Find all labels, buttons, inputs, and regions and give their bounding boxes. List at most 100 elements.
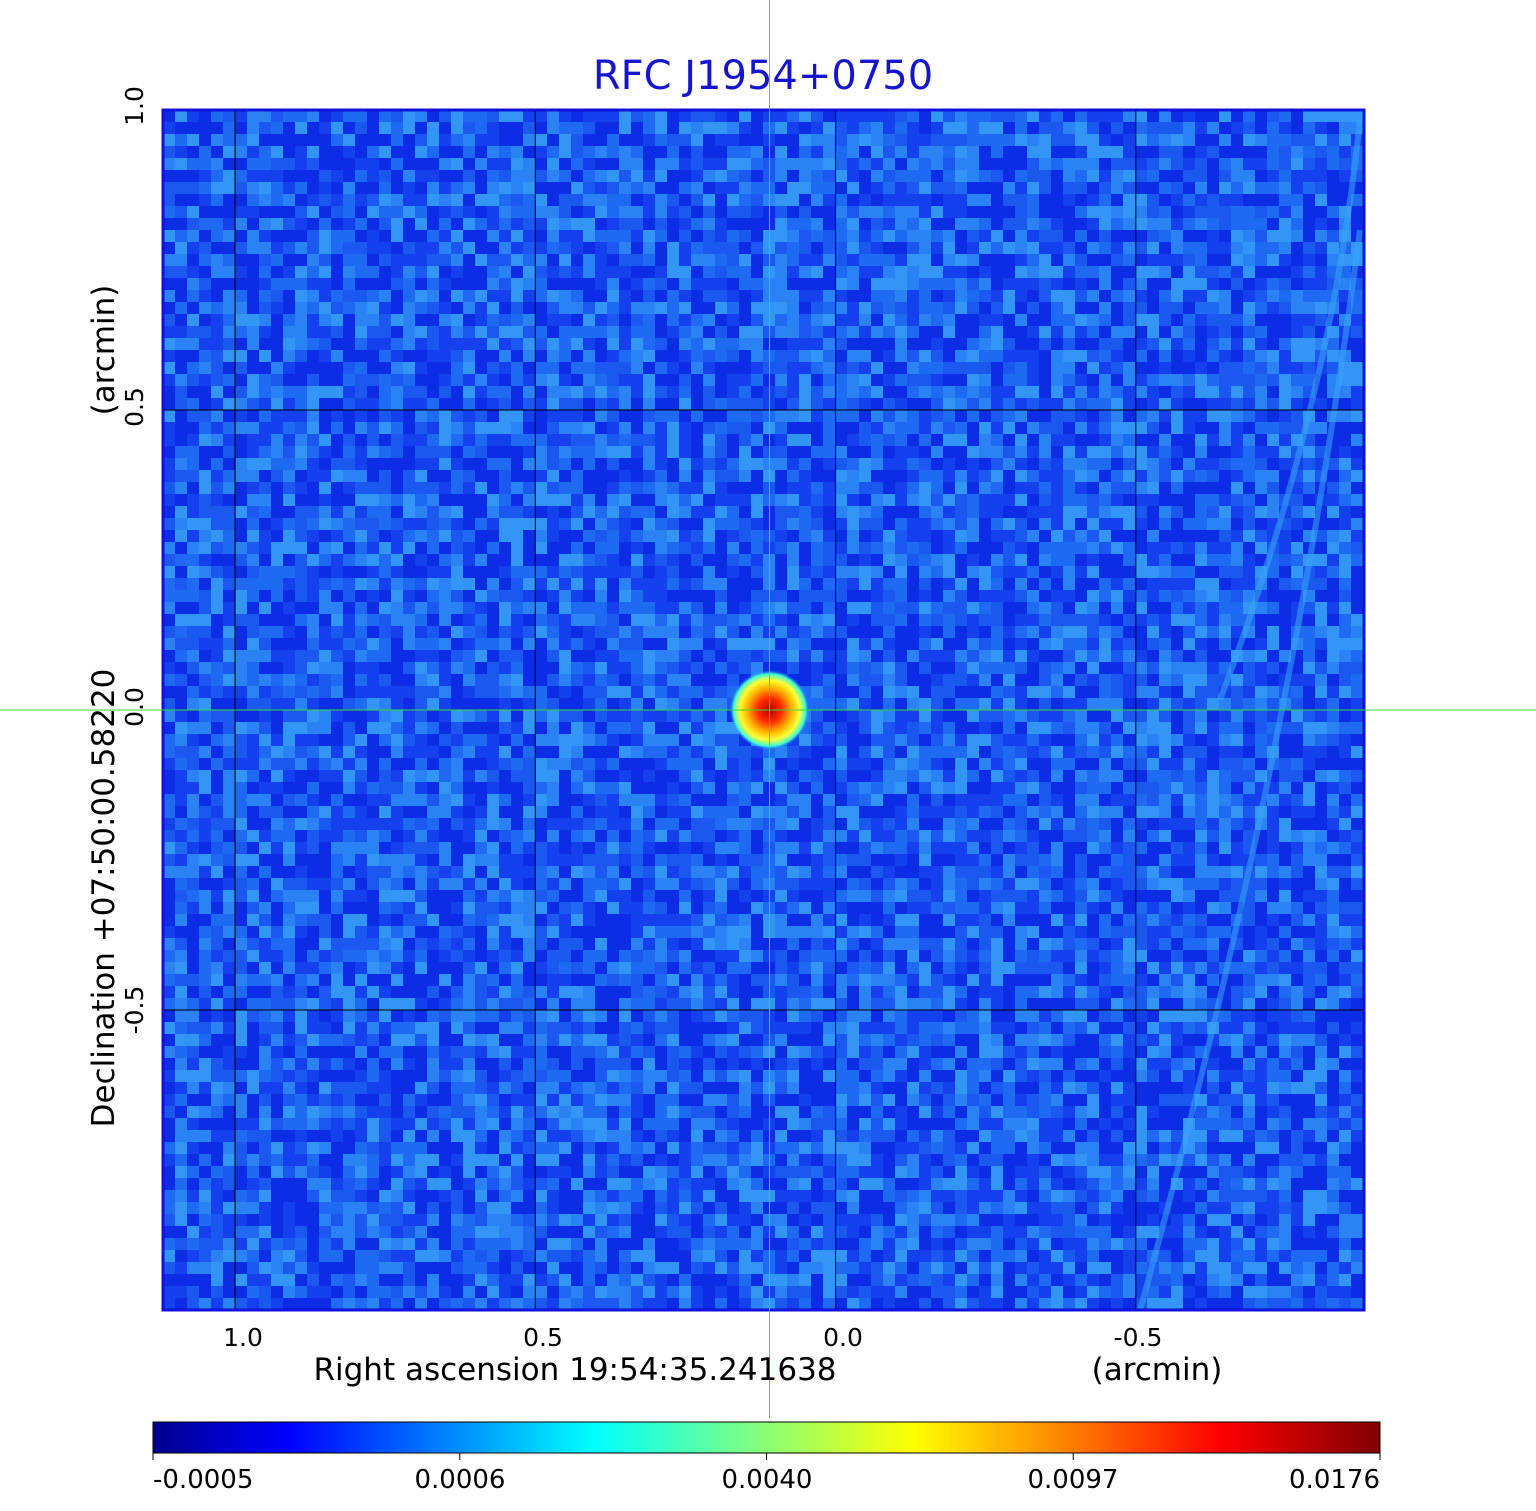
noise-cell — [715, 350, 727, 362]
noise-cell — [715, 302, 727, 314]
noise-cell — [463, 242, 475, 254]
noise-cell — [475, 146, 487, 158]
noise-cell — [691, 374, 703, 386]
noise-cell — [1015, 326, 1027, 338]
noise-cell — [1027, 194, 1039, 206]
noise-cell — [859, 218, 871, 230]
noise-cell — [211, 158, 223, 170]
noise-cell — [751, 170, 763, 182]
noise-cell — [499, 290, 511, 302]
noise-cell — [343, 710, 355, 722]
noise-cell — [1255, 626, 1267, 638]
noise-cell — [1135, 698, 1147, 710]
noise-cell — [343, 170, 355, 182]
noise-cell — [1291, 542, 1303, 554]
noise-cell — [739, 494, 751, 506]
noise-cell — [535, 542, 547, 554]
noise-cell — [1087, 110, 1099, 122]
noise-cell — [1159, 770, 1171, 782]
noise-cell — [1027, 626, 1039, 638]
noise-cell — [1267, 194, 1279, 206]
noise-cell — [1207, 530, 1219, 542]
noise-cell — [691, 626, 703, 638]
noise-cell — [415, 110, 427, 122]
noise-cell — [655, 542, 667, 554]
noise-cell — [511, 662, 523, 674]
noise-cell — [283, 494, 295, 506]
noise-cell — [283, 554, 295, 566]
noise-cell — [1135, 266, 1147, 278]
noise-cell — [811, 746, 823, 758]
noise-cell — [655, 422, 667, 434]
noise-cell — [943, 482, 955, 494]
noise-cell — [199, 170, 211, 182]
noise-cell — [511, 722, 523, 734]
noise-cell — [547, 230, 559, 242]
noise-cell — [235, 530, 247, 542]
noise-cell — [967, 482, 979, 494]
noise-cell — [679, 266, 691, 278]
noise-cell — [1075, 542, 1087, 554]
noise-cell — [163, 758, 175, 770]
noise-cell — [1135, 542, 1147, 554]
noise-cell — [1123, 194, 1135, 206]
noise-cell — [271, 626, 283, 638]
noise-cell — [1291, 242, 1303, 254]
noise-cell — [727, 338, 739, 350]
noise-cell — [739, 122, 751, 134]
noise-cell — [427, 122, 439, 134]
noise-cell — [919, 410, 931, 422]
noise-cell — [691, 122, 703, 134]
noise-cell — [1003, 398, 1015, 410]
noise-cell — [247, 146, 259, 158]
noise-cell — [1231, 242, 1243, 254]
noise-cell — [943, 278, 955, 290]
noise-cell — [331, 734, 343, 746]
noise-cell — [679, 722, 691, 734]
noise-cell — [523, 182, 535, 194]
noise-cell — [895, 194, 907, 206]
noise-cell — [1171, 230, 1183, 242]
noise-cell — [895, 422, 907, 434]
noise-cell — [751, 530, 763, 542]
noise-cell — [1291, 398, 1303, 410]
noise-cell — [775, 494, 787, 506]
noise-cell — [1351, 710, 1363, 722]
noise-cell — [523, 446, 535, 458]
noise-cell — [1243, 110, 1255, 122]
noise-cell — [223, 626, 235, 638]
noise-cell — [859, 530, 871, 542]
noise-cell — [355, 758, 367, 770]
noise-cell — [499, 554, 511, 566]
noise-cell — [967, 566, 979, 578]
noise-cell — [1291, 482, 1303, 494]
noise-cell — [535, 710, 547, 722]
noise-cell — [415, 410, 427, 422]
noise-cell — [535, 314, 547, 326]
noise-cell — [1015, 134, 1027, 146]
noise-cell — [415, 350, 427, 362]
noise-cell — [1039, 578, 1051, 590]
noise-cell — [1219, 518, 1231, 530]
noise-cell — [967, 350, 979, 362]
noise-cell — [1063, 218, 1075, 230]
noise-cell — [1123, 674, 1135, 686]
noise-cell — [1027, 782, 1039, 794]
noise-cell — [1195, 218, 1207, 230]
noise-cell — [487, 314, 499, 326]
noise-cell — [883, 386, 895, 398]
noise-cell — [1339, 530, 1351, 542]
noise-cell — [1255, 446, 1267, 458]
noise-cell — [331, 518, 343, 530]
noise-cell — [1267, 182, 1279, 194]
noise-cell — [1003, 566, 1015, 578]
noise-cell — [1135, 134, 1147, 146]
noise-cell — [943, 374, 955, 386]
noise-cell — [439, 374, 451, 386]
noise-cell — [547, 518, 559, 530]
noise-cell — [319, 386, 331, 398]
noise-cell — [331, 398, 343, 410]
noise-cell — [511, 602, 523, 614]
noise-cell — [739, 386, 751, 398]
noise-cell — [1075, 662, 1087, 674]
